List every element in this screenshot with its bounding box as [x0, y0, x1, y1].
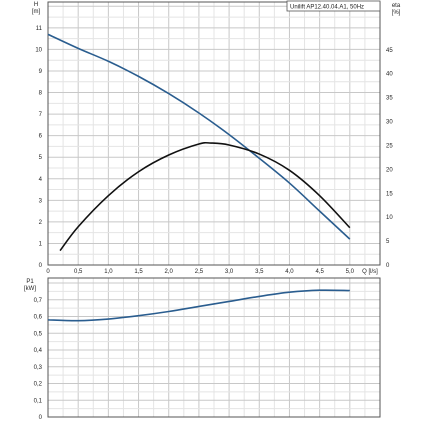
x-tick-label: 1,0	[104, 269, 113, 275]
y-tick-label-power: 0,3	[34, 365, 43, 371]
y-tick-label-power: 0,2	[34, 382, 43, 388]
chart-title: Unilift AP12.40.04.A1, 50Hz	[290, 5, 364, 11]
x-tick-label: 4,5	[315, 269, 324, 275]
y-tick-label-head: 5	[39, 155, 43, 161]
x-tick-label: 0	[46, 269, 50, 275]
y-axis-unit-eta: [%]	[392, 10, 401, 16]
x-tick-label: 5,0	[346, 269, 355, 275]
y-axis-label-eta: eta	[392, 3, 401, 9]
y-tick-label-head: 11	[36, 26, 43, 32]
y-axis-unit-head: [m]	[32, 9, 41, 15]
y-tick-label-eta: 45	[386, 48, 393, 54]
y-tick-label-head: 10	[35, 47, 42, 53]
x-tick-label: 3,5	[255, 269, 264, 275]
x-tick-label: 3,0	[225, 269, 234, 275]
y-tick-label-eta: 35	[386, 96, 393, 102]
y-tick-label-head: 6	[39, 134, 43, 140]
efficiency-curve	[59, 141, 351, 252]
y-tick-label-power: 0,5	[34, 331, 43, 337]
y-tick-label-head: 1	[39, 241, 43, 247]
y-tick-label-head: 3	[39, 198, 43, 204]
x-tick-label: 4,0	[285, 269, 294, 275]
x-tick-label: 2,0	[165, 269, 174, 275]
y-tick-label-power: 0,1	[34, 398, 43, 404]
y-tick-label-eta: 25	[386, 143, 393, 149]
y-tick-label-head: 0	[39, 263, 43, 269]
y-tick-label-head: 7	[39, 112, 43, 118]
y-tick-label-head: 8	[39, 91, 43, 97]
y-tick-label-head: 2	[39, 220, 43, 226]
x-tick-label: 2,5	[195, 269, 204, 275]
y-tick-label-power: 0,6	[34, 315, 43, 321]
y-axis-unit-power: [kW]	[24, 286, 36, 292]
y-tick-label-head: 9	[39, 69, 43, 75]
y-tick-label-eta: 15	[386, 191, 393, 197]
y-tick-label-head: 4	[39, 177, 43, 183]
y-tick-label-eta: 5	[386, 239, 390, 245]
y-tick-label-power: 0,4	[34, 348, 43, 354]
title-box	[286, 0, 381, 12]
y-tick-label-eta: 40	[386, 72, 393, 78]
y-axis-label-head: H	[34, 2, 38, 8]
y-tick-label-eta: 10	[386, 215, 393, 221]
y-tick-label-power: 0,7	[34, 298, 43, 304]
plot-frame-bottom	[47, 277, 381, 418]
y-tick-label-eta: 0	[386, 263, 390, 269]
power-curve	[47, 289, 350, 322]
plot-frame-top	[47, 1, 381, 266]
y-tick-label-power: 0	[39, 415, 43, 421]
y-tick-label-eta: 30	[386, 120, 393, 126]
x-axis-label: Q [l/s]	[362, 269, 378, 275]
y-axis-label-power: P1	[26, 279, 34, 285]
x-tick-label: 1,5	[134, 269, 143, 275]
y-tick-label-eta: 20	[386, 167, 393, 173]
head-curve	[47, 33, 351, 240]
x-tick-label: 0,5	[74, 269, 83, 275]
